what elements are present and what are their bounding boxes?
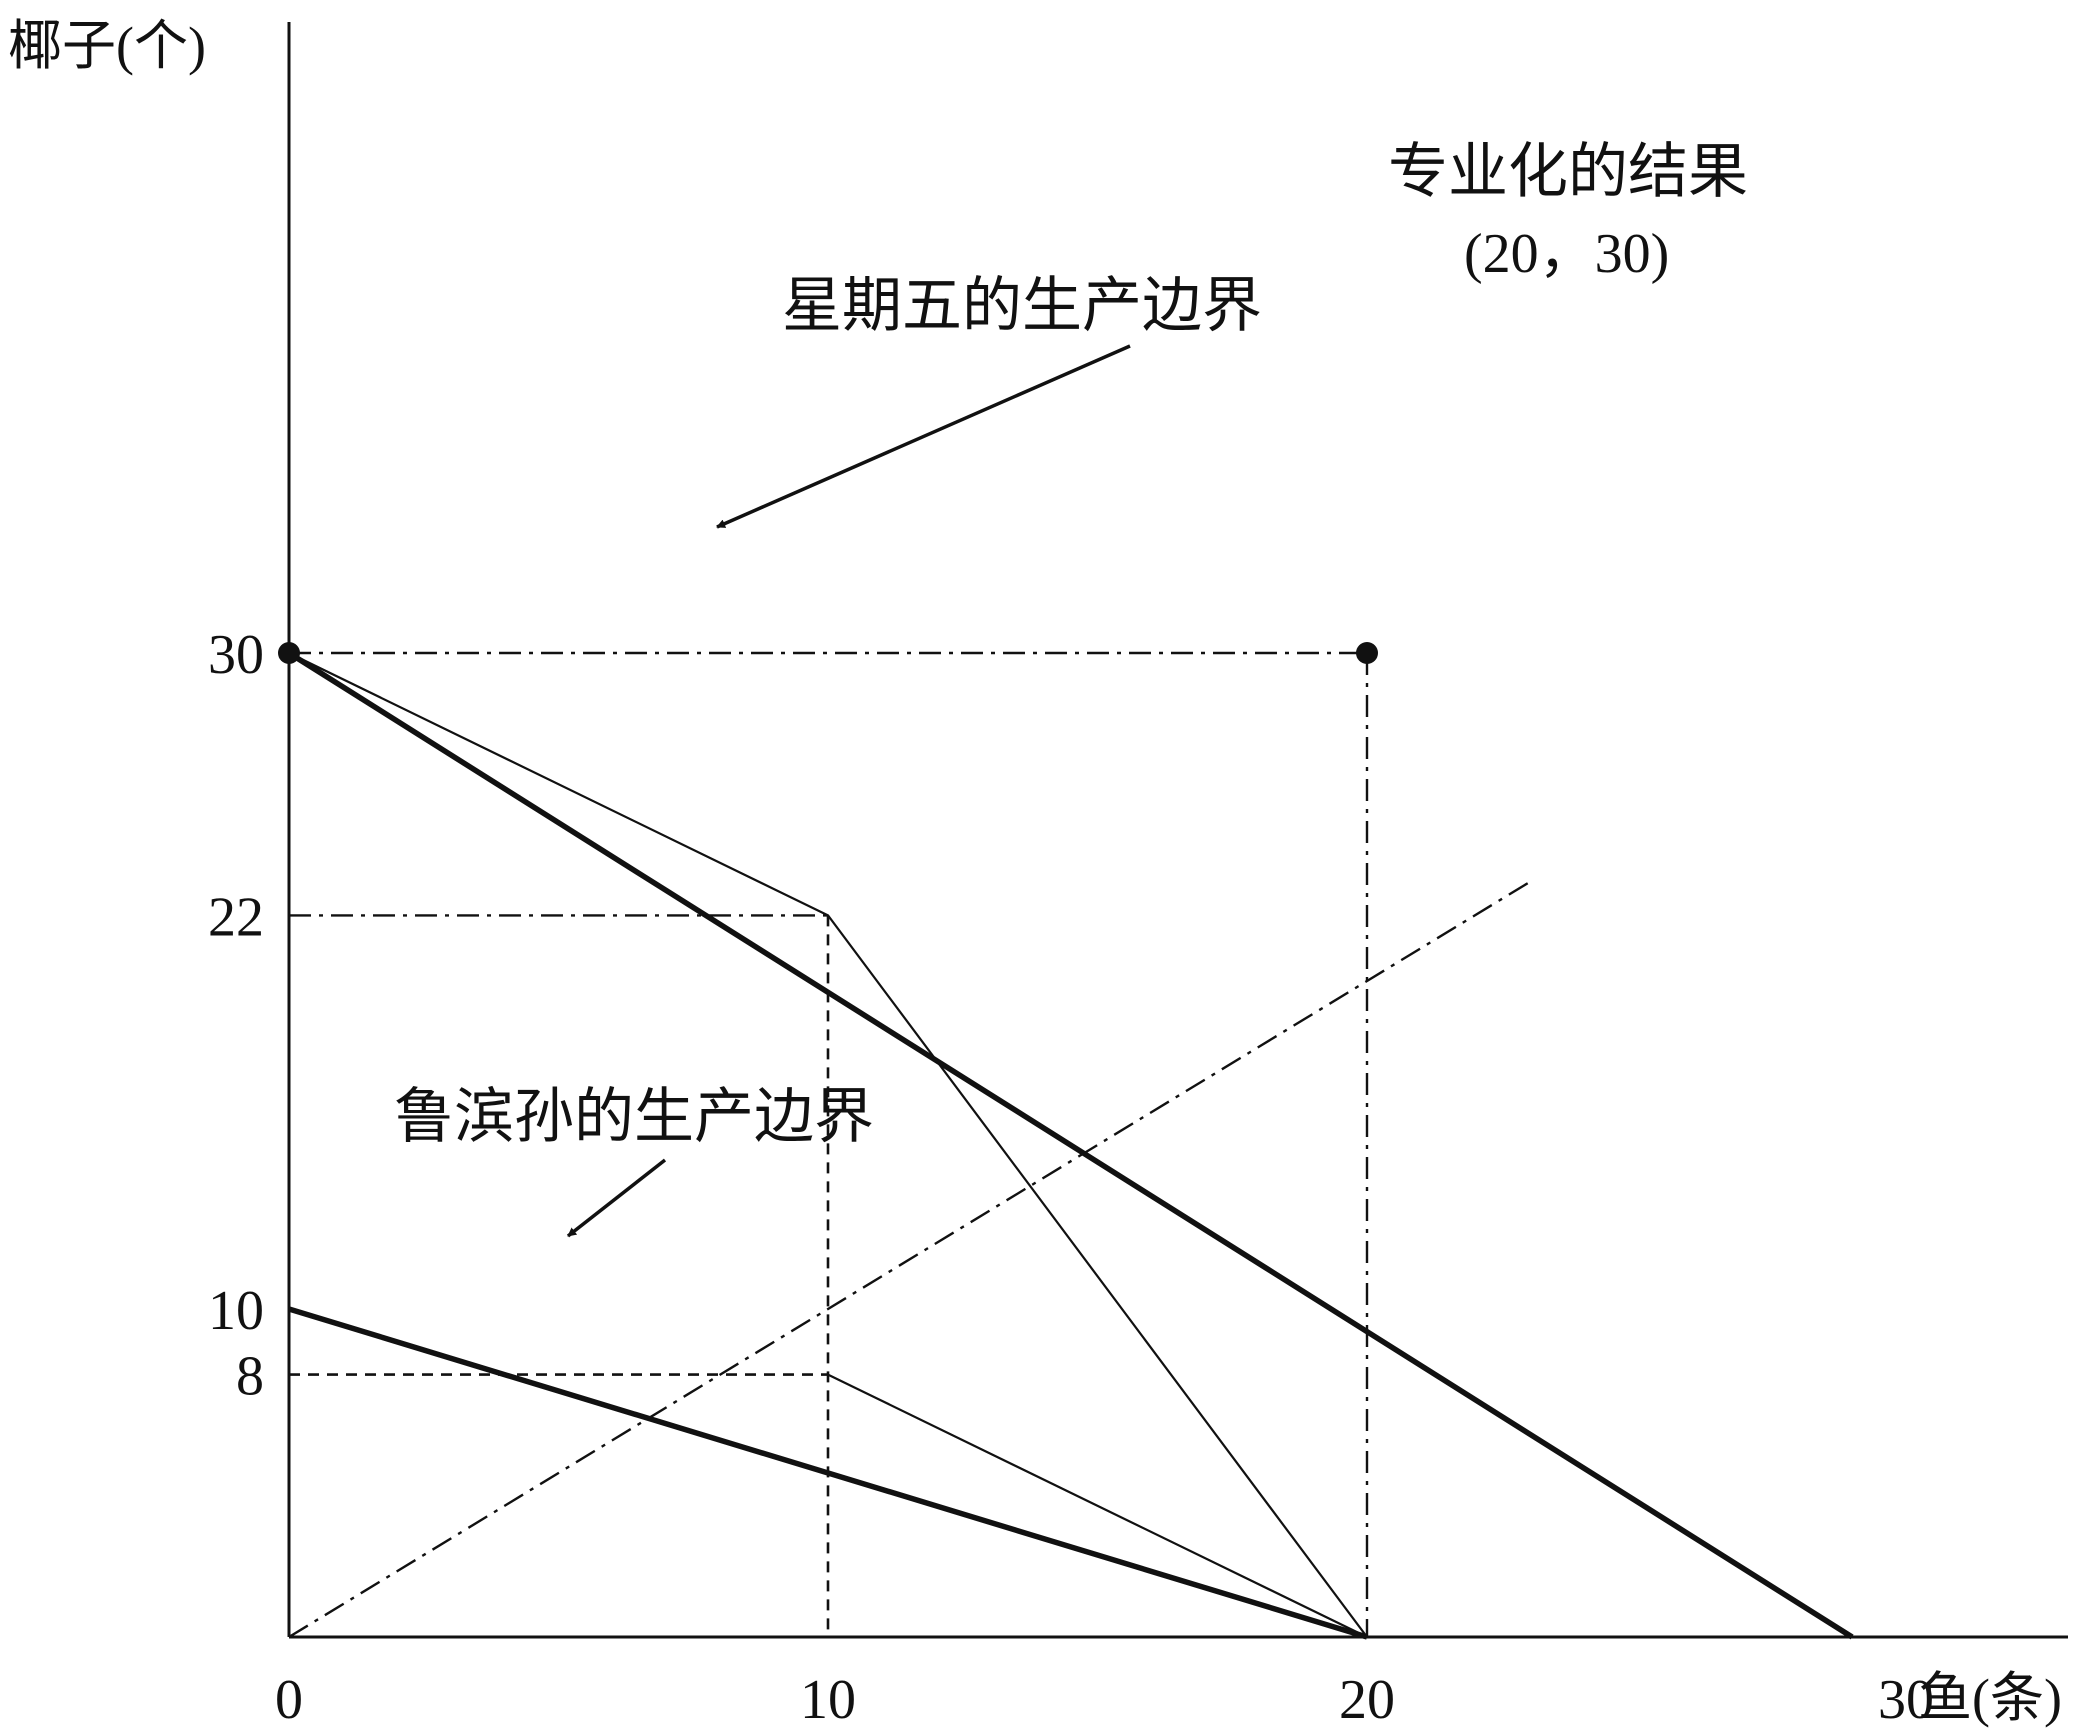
data-point	[278, 642, 300, 664]
robinson-frontier-label: 鲁滨孙的生产边界	[394, 1084, 874, 1150]
y-tick-label: 8	[236, 1346, 264, 1408]
friday-frontier-arrow	[716, 344, 1131, 529]
friday-frontier-label: 星期五的生产边界	[782, 273, 1262, 339]
point-markers	[278, 642, 1378, 664]
specialization-label: 专业化的结果	[1388, 139, 1748, 205]
specialization-coords: (20，30)	[1464, 223, 1669, 285]
y-tick-label: 22	[208, 886, 264, 948]
x-tick-label: 30	[1878, 1669, 1934, 1731]
diagonal-reference-line	[288, 881, 1530, 1639]
y-tick-label: 10	[208, 1280, 264, 1342]
y-tick-label: 30	[208, 624, 264, 686]
x-tick-label: 0	[275, 1669, 303, 1731]
robinson-trade-path	[827, 1373, 1368, 1638]
friday-frontier-line	[287, 650, 1854, 1640]
x-tick-label: 20	[1339, 1669, 1395, 1731]
series-lines	[287, 650, 1854, 1640]
robinson-frontier-line	[288, 1306, 1368, 1640]
x-axis-label: 鱼(条)	[1918, 1668, 2062, 1728]
data-point	[1356, 642, 1378, 664]
reference-lines	[289, 651, 1369, 1637]
robinson-frontier-arrow	[566, 1158, 667, 1238]
x-tick-label: 10	[800, 1669, 856, 1731]
y-axis-label: 椰子(个)	[8, 16, 206, 76]
friday-trade-path	[288, 652, 1368, 1638]
